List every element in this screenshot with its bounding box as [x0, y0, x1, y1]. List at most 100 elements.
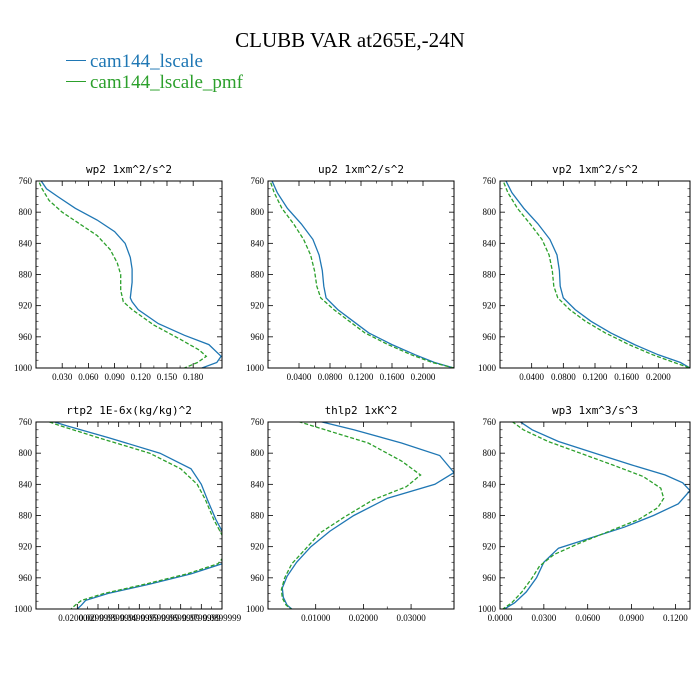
y-tick-label: 760: [19, 417, 33, 427]
x-tick-label: 0.0599999: [141, 613, 180, 623]
x-tick-label: 0.0900: [619, 613, 644, 623]
y-tick-label: 1000: [14, 604, 33, 614]
y-tick-label: 920: [483, 301, 497, 311]
x-tick-label: 0.180: [183, 372, 204, 382]
series-line-0: [505, 181, 690, 368]
series-line-1: [269, 181, 454, 368]
x-tick-label: 0.03000: [396, 613, 426, 623]
legend-line-icon: [66, 60, 86, 62]
y-tick-label: 880: [251, 511, 265, 521]
x-tick-label: 0.120: [131, 372, 152, 382]
x-tick-label: 0.1200: [663, 613, 688, 623]
y-tick-label: 1000: [246, 604, 265, 614]
y-tick-label: 960: [251, 332, 265, 342]
y-tick-label: 880: [19, 270, 33, 280]
y-tick-label: 840: [483, 479, 497, 489]
series-line-0: [281, 422, 454, 609]
x-tick-label: 0.02000: [349, 613, 379, 623]
y-tick-label: 1000: [478, 604, 497, 614]
y-tick-label: 960: [19, 573, 33, 583]
chart-panel-0: wp2 1xm^2/s^2 760 800 840 880 920 960 1000 0.030…: [14, 163, 223, 382]
y-tick-label: 840: [19, 238, 33, 248]
y-tick-label: 920: [483, 542, 497, 552]
x-tick-label: 0.090: [104, 372, 125, 382]
x-tick-label: 0.0699999: [162, 613, 201, 623]
legend-item-lscale-pmf: cam144_lscale_pmf: [66, 72, 243, 94]
y-tick-label: 800: [483, 448, 497, 458]
y-tick-label: 840: [251, 479, 265, 489]
chart-title: vp2 1xm^2/s^2: [552, 163, 638, 176]
series-line-1: [37, 181, 208, 368]
x-tick-label: 0.150: [157, 372, 178, 382]
y-tick-label: 880: [483, 511, 497, 521]
series-line-1: [47, 422, 222, 609]
series-line-0: [504, 422, 690, 609]
x-tick-label: 0.0800: [551, 372, 576, 382]
chart-panel-5: wp3 1xm^3/s^3 760 800 840 880 920 960 10000.000…: [478, 404, 691, 623]
x-tick-label: 0.0299999: [79, 613, 118, 623]
series-line-0: [40, 181, 222, 368]
y-tick-label: 760: [483, 417, 497, 427]
x-tick-label: 0.1200: [583, 372, 608, 382]
legend-line-icon: [66, 81, 86, 83]
x-tick-label: 0.0400: [287, 372, 312, 382]
y-tick-label: 760: [251, 176, 265, 186]
chart-title: up2 1xm^2/s^2: [318, 163, 404, 176]
x-tick-label: 0.0399999: [100, 613, 139, 623]
x-tick-label: 0.0600: [575, 613, 600, 623]
chart-panel-2: vp2 1xm^2/s^2 760 800 840 880 920 960 1000 0.040…: [478, 163, 691, 382]
y-tick-label: 760: [19, 176, 33, 186]
y-tick-label: 800: [19, 207, 33, 217]
series-line-1: [502, 181, 690, 368]
legend-item-lscale: cam144_lscale: [66, 51, 203, 73]
x-tick-label: 0.2000: [411, 372, 436, 382]
y-tick-label: 1000: [478, 363, 497, 373]
plot-frame: [267, 180, 455, 369]
y-tick-label: 840: [251, 238, 265, 248]
y-tick-label: 920: [251, 301, 265, 311]
series-line-1: [502, 422, 665, 609]
x-tick-label: 0.0400: [519, 372, 544, 382]
y-tick-label: 920: [19, 542, 33, 552]
x-tick-label: 0.0200000: [58, 613, 97, 623]
y-tick-label: 880: [19, 511, 33, 521]
chart-panel-3: rtp2 1E-6x(kg/kg)^2 760 800 840 880 920 960 100…: [14, 404, 242, 623]
y-tick-label: 840: [19, 479, 33, 489]
plot-frame: [35, 421, 223, 610]
x-tick-label: 0.0300: [531, 613, 556, 623]
series-line-1: [280, 422, 422, 609]
y-tick-label: 760: [483, 176, 497, 186]
y-tick-label: 1000: [14, 363, 33, 373]
chart-title: wp3 1xm^3/s^3: [552, 404, 638, 417]
chart-title: thlp2 1xK^2: [325, 404, 398, 417]
y-tick-label: 800: [483, 207, 497, 217]
x-tick-label: 0.01000: [301, 613, 331, 623]
y-tick-label: 800: [251, 207, 265, 217]
x-tick-label: 0.2000: [646, 372, 671, 382]
x-tick-label: 0.1200: [349, 372, 374, 382]
legend-label: cam144_lscale: [90, 51, 203, 72]
x-tick-label: 0.060: [78, 372, 99, 382]
y-tick-label: 1000: [246, 363, 265, 373]
x-tick-label: 0.1600: [380, 372, 405, 382]
x-tick-label: 0.030: [52, 372, 73, 382]
chart-panel-4: thlp2 1xK^2 760 800 840 880 920 960 1000 0.01000…: [246, 404, 455, 623]
plot-frame: [35, 180, 223, 369]
plot-frame: [499, 180, 691, 369]
y-tick-label: 960: [483, 332, 497, 342]
plot-frame: [267, 421, 455, 610]
y-tick-label: 960: [251, 573, 265, 583]
y-tick-label: 760: [251, 417, 265, 427]
chart-panel-1: up2 1xm^2/s^2 760 800 840 880 920 960 1000 0.040…: [246, 163, 455, 382]
x-tick-label: 0.0000: [488, 613, 513, 623]
x-tick-label: 0.0799999: [182, 613, 221, 623]
x-tick-label: 0.0899999: [203, 613, 242, 623]
series-line-0: [52, 422, 222, 609]
y-tick-label: 840: [483, 238, 497, 248]
y-tick-label: 960: [483, 573, 497, 583]
y-tick-label: 800: [251, 448, 265, 458]
chart-title: wp2 1xm^2/s^2: [86, 163, 172, 176]
x-tick-label: 0.0800: [318, 372, 343, 382]
x-tick-label: 0.0499999: [120, 613, 159, 623]
chart-title: rtp2 1E-6x(kg/kg)^2: [66, 404, 192, 417]
